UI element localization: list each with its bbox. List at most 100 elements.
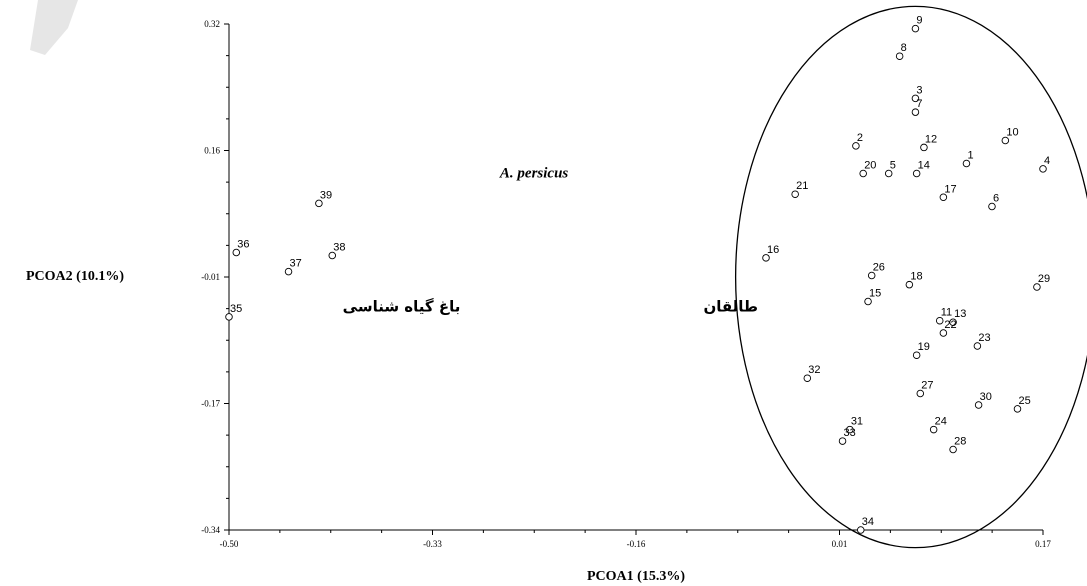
data-point xyxy=(939,329,948,337)
data-point xyxy=(912,351,921,359)
data-point-label: 18 xyxy=(910,271,922,283)
data-point xyxy=(1013,405,1022,413)
data-point xyxy=(884,169,893,178)
data-point xyxy=(328,251,337,260)
data-point-label: 1 xyxy=(967,150,973,162)
data-point-label: 5 xyxy=(890,160,896,172)
data-point xyxy=(1033,283,1041,291)
data-point-label: 13 xyxy=(954,308,966,320)
data-point xyxy=(284,267,293,276)
data-point-label: 34 xyxy=(862,516,874,528)
data-point-label: 14 xyxy=(918,160,930,172)
data-point-label: 19 xyxy=(918,341,930,353)
y-tick-label: -0.17 xyxy=(201,399,220,409)
x-tick-label: -0.50 xyxy=(220,539,239,549)
data-point xyxy=(762,254,770,262)
watermark-shape xyxy=(30,0,78,55)
data-point-label: 23 xyxy=(978,332,990,344)
y-tick-label: -0.34 xyxy=(201,525,220,535)
data-point-label: 35 xyxy=(230,303,242,315)
data-point-label: 8 xyxy=(901,42,907,54)
y-tick-label: 0.32 xyxy=(204,19,220,29)
data-point-label: 24 xyxy=(935,416,947,428)
data-point-label: 20 xyxy=(864,160,876,172)
data-point-label: 11 xyxy=(941,307,952,319)
x-tick-label: -0.33 xyxy=(423,539,442,549)
data-point-label: 31 xyxy=(851,416,863,428)
x-tick-label: -0.16 xyxy=(627,539,646,549)
data-point-label: 32 xyxy=(808,364,820,376)
x-tick-label: 0.17 xyxy=(1035,539,1051,549)
y-tick-label: 0.16 xyxy=(204,146,220,156)
data-point xyxy=(916,389,925,398)
data-point xyxy=(803,374,812,382)
data-point xyxy=(838,437,847,445)
data-point xyxy=(939,193,948,202)
data-point xyxy=(929,425,938,434)
data-point xyxy=(867,271,876,280)
data-point-label: 15 xyxy=(869,288,881,300)
data-point xyxy=(1039,165,1047,173)
data-point-label: 25 xyxy=(1018,395,1030,407)
data-point xyxy=(920,143,928,152)
data-point-label: 2 xyxy=(857,132,863,144)
data-point xyxy=(791,190,799,198)
x-tick-label: 0.01 xyxy=(832,539,848,549)
data-point xyxy=(974,401,983,409)
data-point xyxy=(973,342,982,350)
y-axis-title: PCOA2 (10.1%) xyxy=(26,269,124,284)
data-point-label: 29 xyxy=(1038,273,1050,285)
data-point-label: 33 xyxy=(844,427,856,439)
x-axis-title: PCOA1 (15.3%) xyxy=(587,569,685,584)
data-point xyxy=(949,445,957,454)
annotation-label: A. persicus xyxy=(499,165,569,181)
data-point xyxy=(988,202,996,211)
data-point xyxy=(225,313,233,321)
annotations: A. persicus باغ گیاه شناسی طالقان xyxy=(343,165,758,315)
data-point-label: 36 xyxy=(237,238,249,250)
data-point xyxy=(232,248,241,257)
data-point xyxy=(911,24,920,33)
annotation-label: طالقان xyxy=(703,298,758,316)
data-point-label: 30 xyxy=(980,391,992,403)
data-point-label: 28 xyxy=(954,436,966,448)
data-point-label: 6 xyxy=(993,192,999,204)
axis-ticks: -0.50 -0.33 -0.16 0.01 0.17 0.32 0.16 -0.01 -0.1… xyxy=(201,19,1051,549)
data-point xyxy=(911,108,920,116)
data-point-label: 9 xyxy=(916,15,922,27)
data-point xyxy=(905,280,914,289)
data-point-label: 21 xyxy=(796,180,808,192)
data-point-label: 39 xyxy=(320,189,332,201)
data-point xyxy=(912,169,921,178)
data-point-label: 16 xyxy=(767,244,779,256)
data-point-label: 10 xyxy=(1006,127,1018,139)
data-point-label: 7 xyxy=(916,98,922,110)
data-point xyxy=(1001,136,1010,145)
data-point-label: 38 xyxy=(333,242,345,254)
data-point-label: 17 xyxy=(944,183,956,195)
data-point xyxy=(857,526,865,534)
data-point xyxy=(846,425,854,434)
data-point xyxy=(935,316,944,325)
data-point-label: 26 xyxy=(873,261,885,273)
data-point xyxy=(859,169,867,178)
annotation-label: باغ گیاه شناسی xyxy=(343,298,461,316)
data-point-label: 12 xyxy=(925,133,937,145)
cluster-ellipse xyxy=(735,5,1087,549)
data-points: 1234567891011121314151617181920212223242… xyxy=(225,15,1050,534)
data-point-label: 3 xyxy=(916,84,922,96)
data-point xyxy=(949,318,957,326)
data-point xyxy=(911,94,920,103)
data-point-label: 4 xyxy=(1044,155,1050,167)
data-point-label: 27 xyxy=(921,380,933,392)
data-point xyxy=(315,199,323,208)
y-tick-label: -0.01 xyxy=(201,272,220,282)
data-point xyxy=(962,159,971,168)
data-point xyxy=(895,52,904,60)
data-point xyxy=(864,297,872,306)
cluster-ellipse-layer xyxy=(735,5,1087,549)
data-point-label: 22 xyxy=(944,319,956,331)
data-point-label: 37 xyxy=(290,258,302,270)
data-point xyxy=(852,142,860,150)
